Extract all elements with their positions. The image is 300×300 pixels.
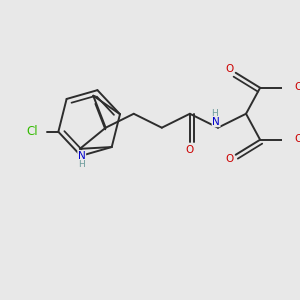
Text: O: O [294,82,300,92]
Text: H: H [211,109,217,118]
Text: H: H [78,160,85,169]
Text: O: O [294,134,300,144]
Text: O: O [225,64,233,74]
Text: N: N [212,117,220,127]
Text: O: O [225,154,233,164]
Text: N: N [78,151,85,161]
Text: Cl: Cl [26,125,38,138]
Text: O: O [186,145,194,155]
